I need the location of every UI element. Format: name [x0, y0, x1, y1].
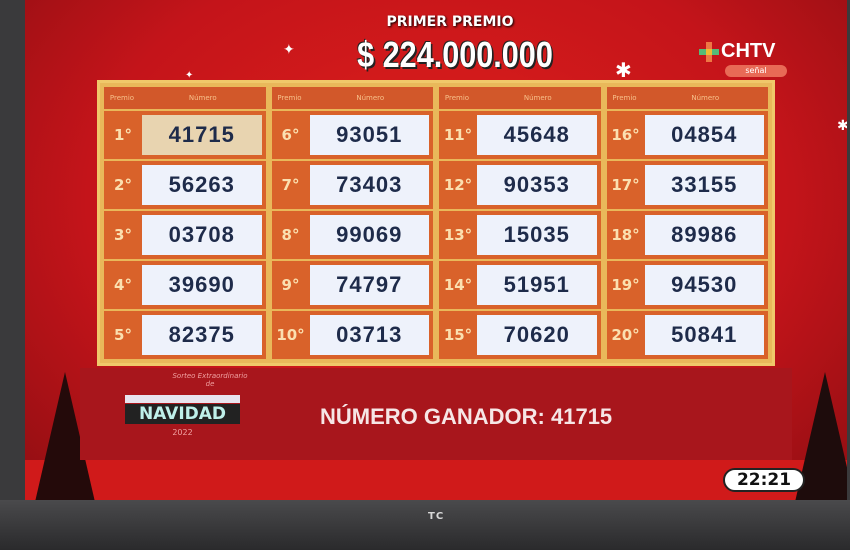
prize-number: 04854	[644, 115, 764, 155]
prize-rank: 11°	[443, 126, 473, 144]
prize-rank: 9°	[281, 276, 300, 294]
star-icon: ✱	[615, 58, 632, 82]
tv-bezel	[0, 500, 850, 550]
prize-number: 89986	[644, 215, 764, 255]
prize-rank: 8°	[281, 226, 300, 244]
table-row: 1° 41715	[104, 109, 266, 159]
ground	[25, 460, 847, 502]
prize-rank: 16°	[611, 126, 640, 144]
column-header: Premio Número	[271, 87, 433, 109]
table-row: 14° 51951	[439, 259, 601, 309]
prize-number: 03713	[309, 315, 429, 355]
winner-banner: Sorteo Extraordinario de NAVIDAD 2022 NÚ…	[80, 368, 792, 460]
table-row: 7° 73403	[271, 159, 433, 209]
prize-rank: 18°	[611, 226, 640, 244]
prize-number: 03708	[142, 215, 262, 255]
results-table: Premio Número 1° 41715 2° 56263 3° 03708 4° 39690…	[97, 80, 775, 366]
prize-rank: 4°	[114, 276, 132, 294]
draw-name: NAVIDAD	[125, 404, 240, 424]
prize-rank: 13°	[443, 226, 473, 244]
table-row: 5° 82375	[104, 309, 266, 359]
clock: 22:21	[723, 468, 805, 492]
prize-rank: 14°	[443, 276, 473, 294]
numero-header: Número	[523, 94, 552, 102]
table-row: 4° 39690	[104, 259, 266, 309]
results-column: Premio Número 11° 45648 12° 90353 13° 15035 14° 5…	[439, 87, 601, 359]
prize-rank: 10°	[276, 326, 305, 344]
table-row: 20° 50841	[606, 309, 768, 359]
prize-number: 56263	[142, 165, 262, 205]
prize-rank: 19°	[611, 276, 640, 294]
prize-rank: 2°	[114, 176, 132, 194]
draw-subtitle: Sorteo Extraordinario de	[172, 372, 248, 388]
prize-rank: 5°	[114, 326, 132, 344]
prize-rank: 20°	[611, 326, 640, 344]
tv-screen: ✦ ✱ ✦ ✱ PRIMER PREMIO $ 224.000.000 CHTV…	[25, 0, 847, 502]
prize-number: 94530	[644, 265, 764, 305]
prize-number: 74797	[309, 265, 429, 305]
star-icon: ✦	[185, 70, 194, 81]
prize-rank: 7°	[281, 176, 300, 194]
table-row: 18° 89986	[606, 209, 768, 259]
prize-number: 99069	[309, 215, 429, 255]
prize-rank: 1°	[114, 126, 132, 144]
channel-name: CHTV	[721, 40, 776, 62]
table-row: 16° 04854	[606, 109, 768, 159]
results-column: Premio Número 1° 41715 2° 56263 3° 03708 4° 39690…	[104, 87, 266, 359]
prize-number: 39690	[142, 265, 262, 305]
table-row: 9° 74797	[271, 259, 433, 309]
table-row: 3° 03708	[104, 209, 266, 259]
star-icon: ✱	[837, 118, 847, 134]
table-row: 11° 45648	[439, 109, 601, 159]
prize-rank: 6°	[281, 126, 300, 144]
prize-amount: $ 224.000.000	[357, 34, 553, 75]
prize-number: 45648	[477, 115, 597, 155]
prize-number: 15035	[477, 215, 597, 255]
prize-number: 33155	[644, 165, 764, 205]
tv-brand: TC	[428, 511, 445, 522]
results-column: Premio Número 6° 93051 7° 73403 8° 99069 9° 74797…	[271, 87, 433, 359]
prize-number: 73403	[309, 165, 429, 205]
results-column: Premio Número 16° 04854 17° 33155 18° 89986 19° 9…	[606, 87, 768, 359]
table-row: 2° 56263	[104, 159, 266, 209]
table-row: 17° 33155	[606, 159, 768, 209]
numero-header: Número	[356, 94, 385, 102]
draw-year: 2022	[172, 428, 193, 437]
premio-header: Premio	[444, 94, 470, 102]
premio-header: Premio	[277, 94, 302, 102]
table-row: 8° 99069	[271, 209, 433, 259]
plus-logo-icon	[699, 42, 719, 62]
column-header: Premio Número	[439, 87, 601, 109]
prize-number: 41715	[142, 115, 262, 155]
column-header: Premio Número	[606, 87, 768, 109]
star-icon: ✦	[283, 42, 295, 58]
prize-rank: 3°	[114, 226, 132, 244]
prize-number: 50841	[644, 315, 764, 355]
table-row: 19° 94530	[606, 259, 768, 309]
premio-header: Premio	[109, 94, 135, 102]
prize-number: 51951	[477, 265, 597, 305]
table-row: 12° 90353	[439, 159, 601, 209]
prize-rank: 17°	[611, 176, 640, 194]
table-row: 15° 70620	[439, 309, 601, 359]
premio-header: Premio	[612, 94, 637, 102]
channel-badge: señal	[725, 65, 787, 77]
prize-number: 82375	[142, 315, 262, 355]
prize-number: 70620	[477, 315, 597, 355]
column-header: Premio Número	[104, 87, 266, 109]
prize-rank: 15°	[443, 326, 473, 344]
numero-header: Número	[691, 94, 720, 102]
numero-header: Número	[188, 94, 217, 102]
table-row: 10° 03713	[271, 309, 433, 359]
divider	[125, 395, 240, 403]
table-row: 6° 93051	[271, 109, 433, 159]
winning-number: NÚMERO GANADOR: 41715	[320, 404, 613, 429]
table-row: 13° 15035	[439, 209, 601, 259]
prize-rank: 12°	[443, 176, 473, 194]
prize-number: 90353	[477, 165, 597, 205]
prize-title: PRIMER PREMIO	[386, 14, 514, 30]
channel-logo: CHTV señal	[697, 40, 797, 77]
prize-number: 93051	[309, 115, 429, 155]
